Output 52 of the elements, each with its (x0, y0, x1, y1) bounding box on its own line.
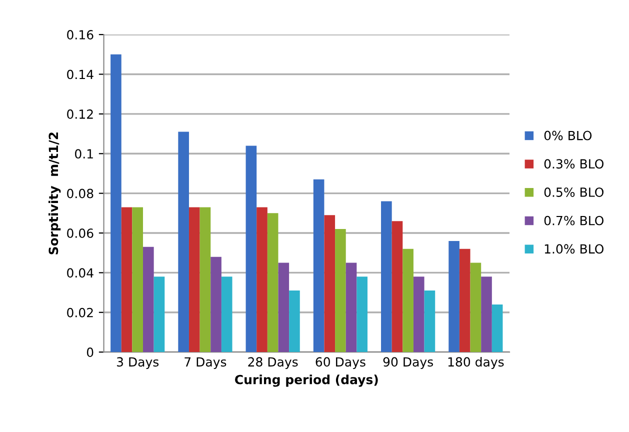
bar (381, 201, 392, 352)
bar (143, 246, 154, 352)
bar (481, 276, 492, 352)
bar (132, 207, 144, 352)
bar (110, 54, 122, 352)
y-tick-label: 0.1 (75, 149, 93, 159)
bar (210, 256, 222, 352)
x-tick-label: 90 Days (383, 357, 433, 370)
bar (278, 262, 290, 352)
x-tick-label: 60 Days (316, 357, 366, 370)
bar (346, 262, 357, 352)
y-tick-label: 0 (86, 348, 94, 358)
bar (188, 207, 200, 352)
bar (289, 290, 300, 352)
bar (402, 248, 414, 352)
bar (424, 290, 436, 352)
y-tick-label: 0.12 (67, 109, 93, 119)
bar (335, 229, 346, 352)
x-tick-label: 3 Days (116, 357, 159, 370)
bar (392, 221, 403, 352)
y-tick-label: 0.02 (67, 308, 93, 318)
bar (221, 276, 232, 352)
bar (492, 304, 503, 352)
y-tick-label: 0.16 (67, 30, 94, 40)
legend-label: 0.7% BLO (544, 216, 604, 226)
bar (256, 207, 268, 352)
x-tick-label: 28 Days (248, 357, 298, 370)
x-tick-label: 180 days (448, 356, 504, 370)
legend-label: 0% BLO (544, 130, 592, 140)
bar (154, 276, 165, 352)
legend-label: 0.5% BLO (544, 187, 604, 197)
bar (178, 132, 189, 352)
x-tick-label: 7 Days (184, 357, 226, 370)
bar (413, 276, 424, 352)
legend-label: 0.3% BLO (544, 159, 604, 169)
y-tick-label: 0.14 (67, 70, 94, 80)
bar (313, 179, 324, 352)
y-tick-label: 0.08 (67, 188, 94, 198)
bar (470, 262, 482, 352)
bar (121, 207, 132, 352)
y-tick-label: 0.06 (67, 228, 94, 238)
bar (356, 276, 368, 352)
bar (246, 146, 257, 352)
legend-label: 1.0% BLO (544, 244, 604, 254)
bar (267, 213, 278, 352)
bar (324, 215, 336, 352)
x-axis-title: Curing period (days) (235, 374, 378, 387)
bar (200, 207, 211, 352)
bar (459, 248, 470, 352)
y-axis-title: Sorptivity m/t1/2 (48, 132, 61, 254)
bar (448, 240, 460, 352)
y-tick-label: 0.04 (67, 268, 94, 278)
